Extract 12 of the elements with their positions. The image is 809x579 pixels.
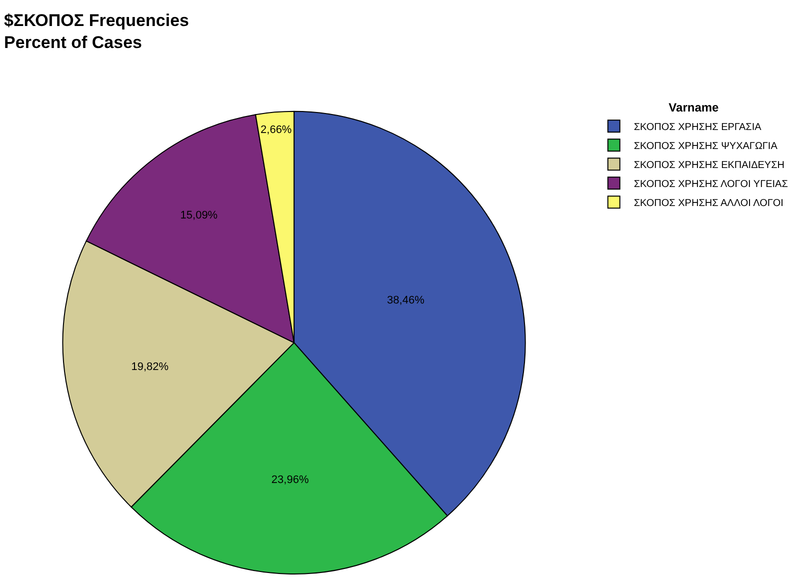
legend-label: ΣΚΟΠΟΣ ΧΡΗΣΗΣ ΕΚΠΑΙΔΕΥΣΗ [634,160,784,171]
chart-title: $ΣΚΟΠΟΣ Frequencies Percent of Cases [4,11,189,52]
legend-title: Varname [668,100,720,115]
data-label: 15,09% [180,209,218,222]
legend-label: ΣΚΟΠΟΣ ΧΡΗΣΗΣ ΨΥΧΑΓΩΓΙΑ [634,140,778,152]
legend-label: ΣΚΟΠΟΣ ΧΡΗΣΗΣ ΕΡΓΑΣΙΑ [634,122,762,133]
data-label: 38,46% [387,294,425,306]
legend-label: ΣΚΟΠΟΣ ΧΡΗΣΗΣ ΑΛΛΟΙ ΛΟΓΟΙ [634,198,784,209]
data-label: 2,66% [260,124,292,136]
legend-label: ΣΚΟΠΟΣ ΧΡΗΣΗΣ ΛΟΓΟΙ ΥΓΕΙΑΣ [634,178,788,190]
data-label: 23,96% [271,474,309,486]
data-label: 19,82% [131,361,169,374]
